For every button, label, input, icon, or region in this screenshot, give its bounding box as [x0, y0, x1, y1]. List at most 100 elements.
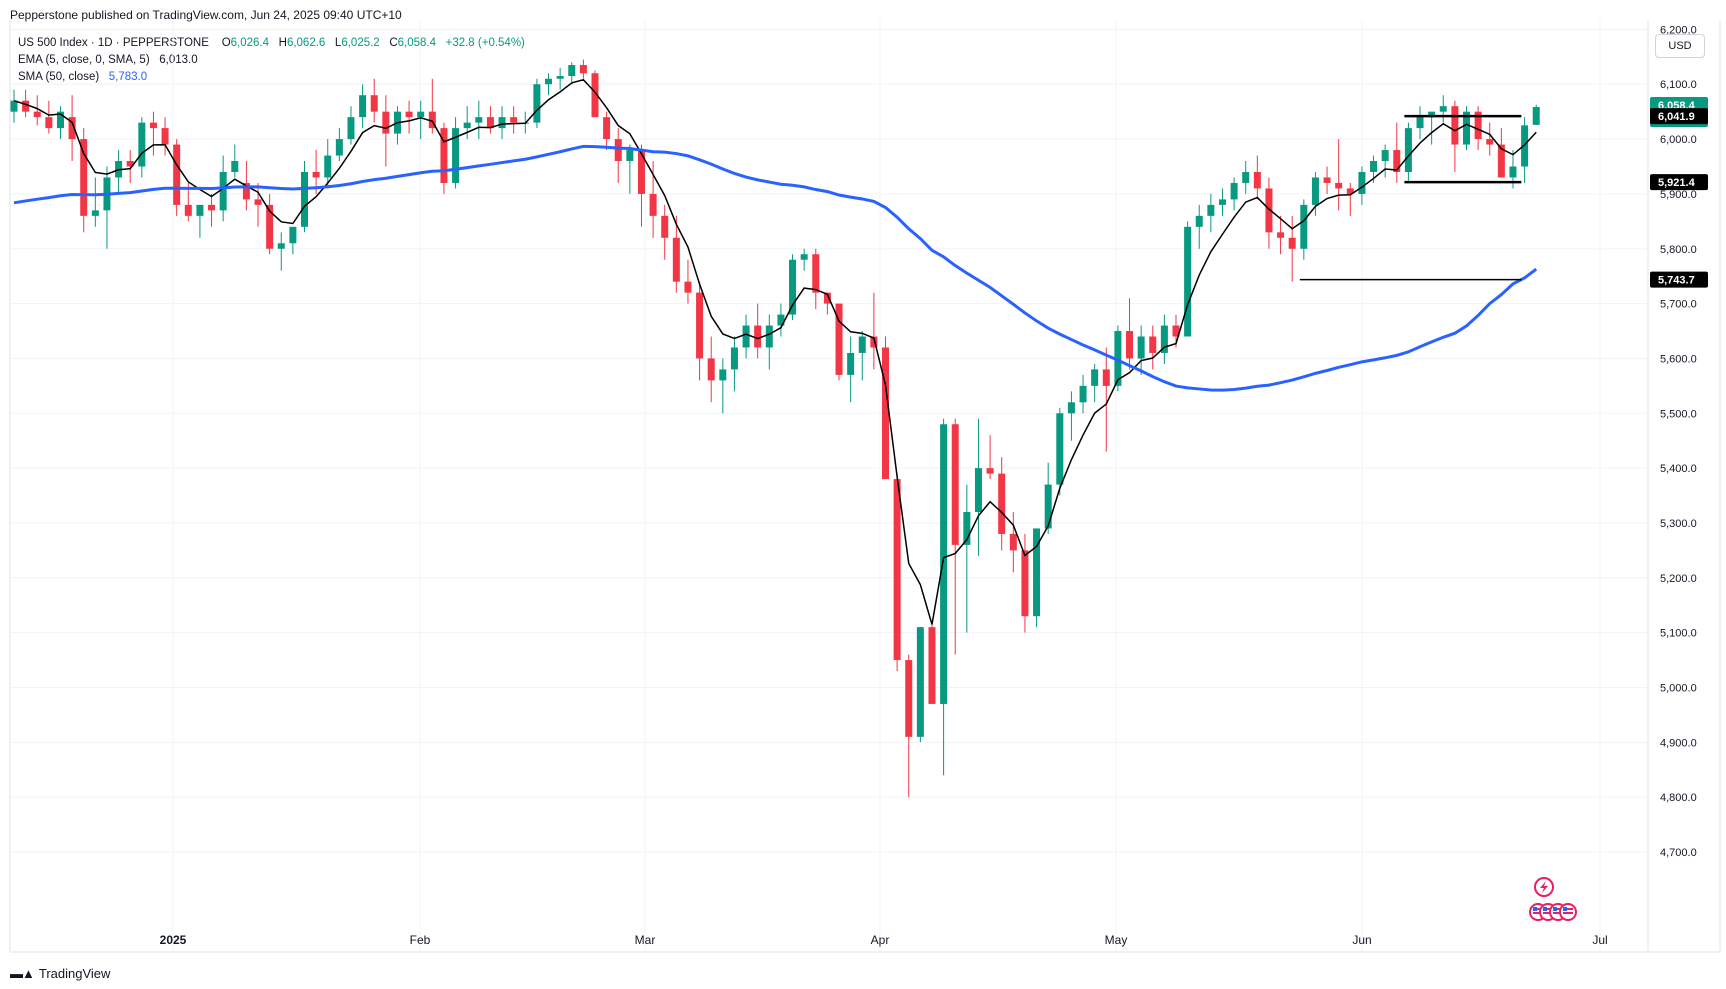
candle-body: [765, 325, 773, 348]
candle: [882, 336, 889, 480]
candle-body: [742, 325, 750, 348]
flag-stripe: [1563, 908, 1573, 910]
candle-body: [545, 78, 553, 85]
candle: [1323, 166, 1331, 194]
candle: [603, 111, 611, 151]
candle-body: [56, 111, 64, 129]
ema-line: [13, 78, 1537, 625]
candle-body: [10, 100, 18, 112]
candle-body: [452, 128, 460, 183]
price-axis[interactable]: 4,700.0 4,800.0 4,900.0 5,000.0 5,100.0 5,200…: [1660, 24, 1697, 859]
candle: [765, 314, 773, 370]
candle: [33, 95, 41, 126]
chart-icons[interactable]: [1529, 877, 1577, 921]
candle-body: [951, 424, 959, 545]
time-axis[interactable]: 2025 Feb Mar Apr May Jun Jul: [160, 933, 1608, 947]
candle: [661, 204, 669, 260]
x-tick-label: Jun: [1352, 933, 1371, 947]
candle: [637, 144, 645, 227]
candle-body: [789, 259, 797, 315]
level-price-tag: 6,041.9: [1650, 108, 1708, 125]
currency-button[interactable]: USD: [1655, 34, 1705, 58]
candle: [1091, 363, 1099, 403]
candle: [1463, 106, 1470, 151]
candle: [301, 161, 308, 233]
candle: [870, 292, 878, 370]
candle: [707, 336, 715, 403]
candle-body: [963, 511, 971, 545]
candle-body: [1300, 204, 1308, 249]
candle: [370, 78, 378, 123]
y-tick-label: 5,200.0: [1660, 573, 1697, 585]
candle-body: [254, 199, 262, 205]
x-tick-label: Jul: [1592, 933, 1607, 947]
chart-legend: US 500 Index · 1D · PEPPERSTONE O6,026.4…: [18, 35, 525, 86]
legend-symbol: US 500 Index · 1D · PEPPERSTONE: [18, 37, 209, 49]
candle: [800, 248, 808, 271]
candle-body: [1067, 402, 1075, 414]
y-tick-label: 5,300.0: [1660, 518, 1697, 530]
candle: [208, 193, 216, 227]
candle: [277, 232, 285, 271]
candle-body: [1184, 226, 1192, 337]
candle: [126, 150, 134, 183]
candle-body: [1521, 125, 1529, 167]
candle: [1160, 314, 1168, 364]
legend-ema-value: 6,013.0: [159, 54, 198, 66]
candle: [974, 418, 982, 556]
candle-body: [359, 95, 367, 118]
candle-body: [138, 122, 146, 167]
candle-body: [498, 117, 506, 129]
candle: [963, 484, 971, 633]
candle: [1381, 144, 1389, 178]
y-tick-label: 5,100.0: [1660, 628, 1697, 640]
lightning-icon: [1534, 877, 1554, 897]
candle: [1009, 511, 1017, 573]
candle-body: [637, 150, 645, 194]
candle-body: [870, 336, 878, 348]
candle-body: [1497, 144, 1505, 178]
candle-body: [579, 65, 587, 74]
candle: [1439, 95, 1447, 123]
candle: [1404, 122, 1412, 183]
candle: [812, 248, 820, 310]
candle: [649, 161, 657, 238]
candle-body: [893, 479, 901, 661]
candle: [1451, 100, 1459, 172]
legend-ema-label: EMA (5, close, 0, SMA, 5): [18, 54, 150, 66]
candle-body: [1172, 325, 1180, 337]
lightning-icon-bolt: [1540, 881, 1548, 893]
candle-body: [719, 369, 727, 381]
candle: [1102, 347, 1110, 452]
candle: [1137, 325, 1145, 375]
legend-change: +32.8 (+0.54%): [445, 37, 525, 49]
price-tag-bg: [1650, 271, 1708, 288]
candle-body: [858, 336, 866, 353]
candle-body: [614, 139, 622, 162]
candle: [754, 303, 762, 359]
candle: [684, 259, 692, 304]
candle: [149, 111, 157, 156]
candle: [1067, 391, 1075, 441]
y-tick-label: 5,000.0: [1660, 682, 1697, 694]
chart-frame: [9, 20, 1721, 953]
x-tick-label: Feb: [410, 933, 431, 947]
legend-c-value: 6,058.4: [397, 37, 436, 49]
candle: [56, 106, 64, 140]
candle-body: [649, 193, 657, 216]
candle: [45, 100, 53, 134]
candle: [823, 292, 831, 315]
candle-body: [1091, 369, 1099, 386]
flag-stripe: [1543, 908, 1553, 910]
candle-body: [1149, 336, 1157, 353]
level-price-tag: 5,921.4: [1650, 174, 1708, 191]
candle: [22, 89, 30, 118]
candle: [672, 215, 680, 293]
grid-lines: [10, 20, 1648, 952]
level-lines: [1299, 114, 1522, 281]
candle-body: [301, 171, 308, 227]
candle-body: [45, 117, 53, 129]
candle-body: [1253, 171, 1261, 189]
candle: [1230, 177, 1238, 211]
